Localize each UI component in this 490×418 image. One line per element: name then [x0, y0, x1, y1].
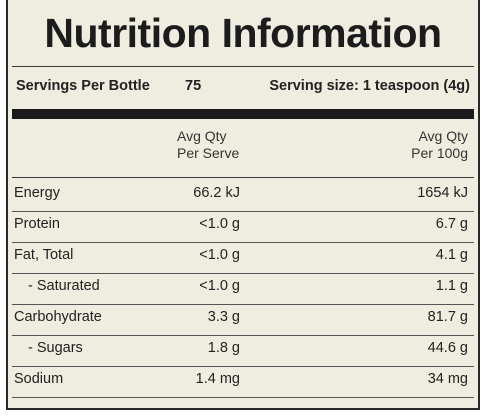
- title: Nutrition Information: [44, 10, 442, 56]
- per-serve-value: 66.2 kJ: [193, 185, 240, 201]
- servings-value: 75: [185, 78, 202, 94]
- per-serve-value: 1.8 g: [207, 340, 240, 356]
- divider: [12, 211, 474, 212]
- per-100g-value: 1.1 g: [435, 278, 468, 294]
- per-100g-value: 34 mg: [427, 371, 468, 387]
- divider: [12, 397, 474, 398]
- per-100g-value: 44.6 g: [427, 340, 468, 356]
- header-line: Per 100g: [411, 145, 468, 161]
- serving-size: Serving size: 1 teaspoon (4g): [269, 78, 470, 94]
- divider: [12, 66, 474, 67]
- nutrition-label: Nutrition Information Servings Per Bottl…: [6, 0, 480, 410]
- divider: [12, 366, 474, 367]
- per-serve-value: 1.4 mg: [195, 371, 240, 387]
- column-header: Avg Qty Per Serve: [177, 128, 239, 162]
- per-serve-value: <1.0 g: [199, 278, 240, 294]
- per-serve-value: <1.0 g: [199, 247, 240, 263]
- nutrient-name: Sodium: [14, 371, 64, 387]
- divider: [12, 335, 474, 336]
- column-header: Avg Qty Per 100g: [411, 128, 468, 162]
- divider: [12, 177, 474, 178]
- servings-label: Servings Per Bottle: [16, 78, 150, 94]
- header-line: Per Serve: [177, 145, 240, 161]
- nutrient-name: Fat, Total: [14, 247, 74, 263]
- header-line: Avg Qty: [177, 128, 227, 144]
- per-100g-value: 81.7 g: [427, 309, 468, 325]
- per-100g-value: 1654 kJ: [417, 185, 468, 201]
- thick-bar: [12, 109, 474, 119]
- per-100g-value: 4.1 g: [435, 247, 468, 263]
- per-serve-value: <1.0 g: [199, 216, 240, 232]
- divider: [12, 273, 474, 274]
- divider: [12, 242, 474, 243]
- nutrient-name: Carbohydrate: [14, 309, 102, 325]
- nutrient-name: - Sugars: [28, 340, 83, 356]
- nutrient-name: Protein: [14, 216, 60, 232]
- per-serve-value: 3.3 g: [207, 309, 240, 325]
- per-100g-value: 6.7 g: [435, 216, 468, 232]
- nutrient-name: Energy: [14, 185, 60, 201]
- header-line: Avg Qty: [418, 128, 468, 144]
- nutrient-name: - Saturated: [28, 278, 100, 294]
- divider: [12, 304, 474, 305]
